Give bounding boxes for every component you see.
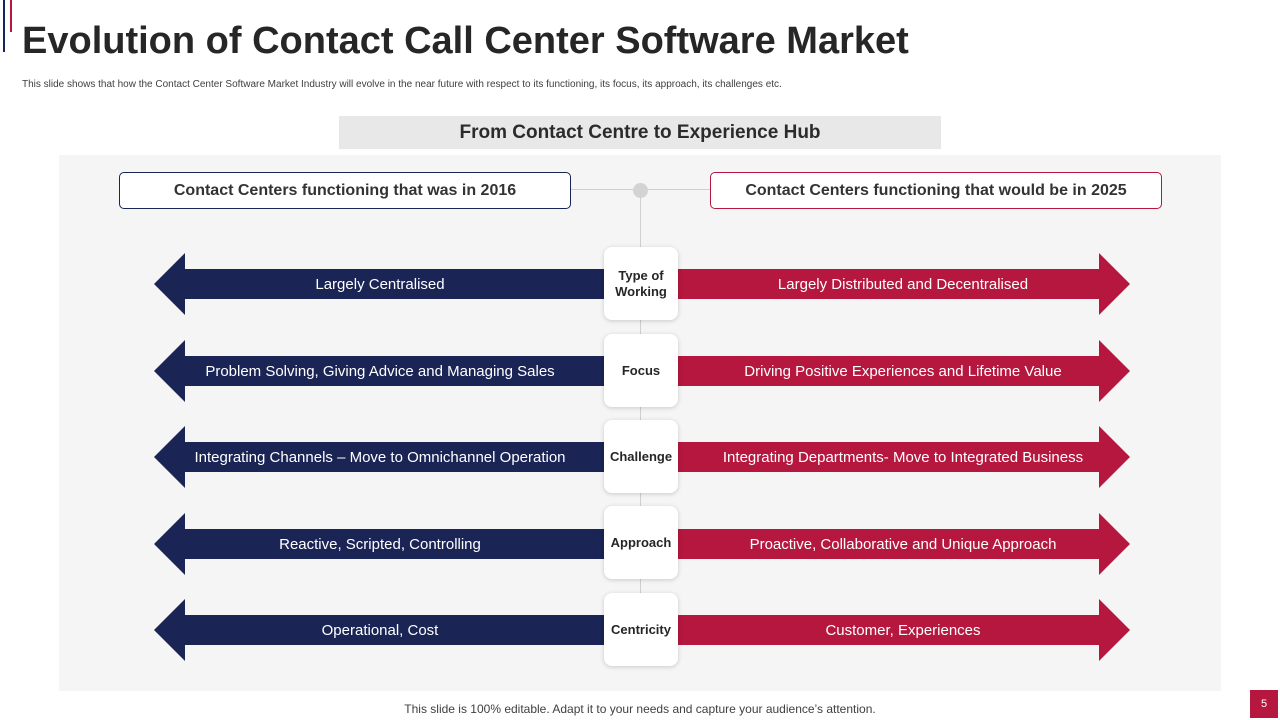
arrow-right-text: Driving Positive Experiences and Lifetim… [744, 362, 1062, 380]
arrow-left-2016: Integrating Channels – Move to Omnichann… [154, 426, 610, 488]
arrow-right-2025: Customer, Experiences [672, 599, 1130, 661]
row-label: Type of Working [604, 247, 678, 320]
arrow-left-text: Integrating Channels – Move to Omnichann… [194, 448, 566, 466]
slide-title: Evolution of Contact Call Center Softwar… [22, 20, 909, 62]
slide-subtitle: This slide shows that how the Contact Ce… [22, 79, 782, 90]
arrow-left-2016: Operational, Cost [154, 599, 610, 661]
accent-line-navy [3, 0, 5, 52]
arrow-left-2016: Largely Centralised [154, 253, 610, 315]
header-2016: Contact Centers functioning that was in … [119, 172, 571, 209]
arrow-left-text: Reactive, Scripted, Controlling [279, 535, 481, 553]
arrow-right-text: Customer, Experiences [825, 621, 981, 639]
row-label: Centricity [604, 593, 678, 666]
arrow-right-2025: Largely Distributed and Decentralised [672, 253, 1130, 315]
arrow-left-text: Problem Solving, Giving Advice and Manag… [205, 362, 555, 380]
connector-line-left [571, 189, 633, 190]
arrow-right-text: Integrating Departments- Move to Integra… [722, 448, 1084, 466]
arrow-right-text: Proactive, Collaborative and Unique Appr… [749, 535, 1057, 553]
accent-line-red [10, 0, 12, 32]
footer-note: This slide is 100% editable. Adapt it to… [404, 702, 876, 716]
connector-line-right [648, 189, 710, 190]
arrow-right-2025: Driving Positive Experiences and Lifetim… [672, 340, 1130, 402]
arrow-right-text: Largely Distributed and Decentralised [777, 275, 1029, 293]
section-banner: From Contact Centre to Experience Hub [339, 116, 941, 149]
header-2025: Contact Centers functioning that would b… [710, 172, 1162, 209]
arrow-left-2016: Reactive, Scripted, Controlling [154, 513, 610, 575]
row-label: Challenge [604, 420, 678, 493]
row-label: Approach [604, 506, 678, 579]
connector-dot [633, 183, 648, 198]
page-number: 5 [1250, 690, 1278, 718]
arrow-left-text: Largely Centralised [315, 275, 445, 293]
row-label: Focus [604, 334, 678, 407]
arrow-left-text: Operational, Cost [321, 621, 439, 639]
arrow-right-2025: Proactive, Collaborative and Unique Appr… [672, 513, 1130, 575]
arrow-right-2025: Integrating Departments- Move to Integra… [672, 426, 1130, 488]
arrow-left-2016: Problem Solving, Giving Advice and Manag… [154, 340, 610, 402]
